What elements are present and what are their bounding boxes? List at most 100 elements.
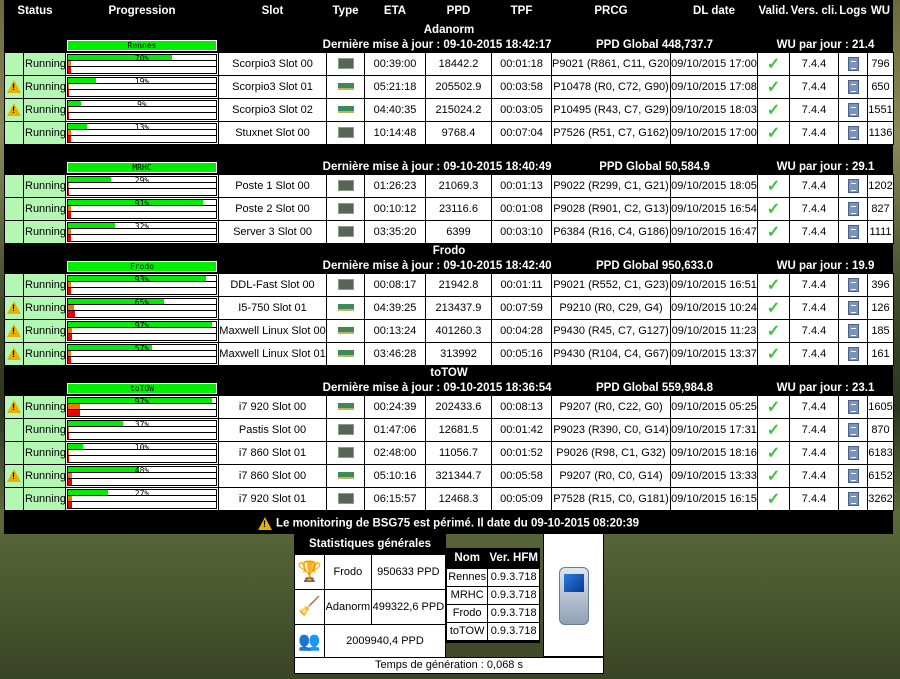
orange-bar bbox=[68, 182, 70, 188]
slot-name: I5-750 Slot 01 bbox=[218, 295, 327, 320]
slot-name: Scorpio3 Slot 00 bbox=[218, 51, 327, 76]
log-file-icon[interactable] bbox=[847, 277, 859, 292]
wu-per-day: WU par jour : 19.9 bbox=[776, 259, 875, 272]
logs-cell[interactable] bbox=[838, 463, 868, 488]
stats-title: Statistiques générales bbox=[308, 537, 432, 550]
dl-date: 09/10/2015 18:16 bbox=[670, 440, 758, 465]
logs-cell[interactable] bbox=[838, 394, 868, 419]
last-update: Dernière mise à jour : 09-10-2015 18:42:… bbox=[322, 259, 552, 272]
logs-cell[interactable] bbox=[838, 120, 868, 145]
log-file-icon[interactable] bbox=[847, 79, 859, 94]
slot-row[interactable]: ! Running 57% Maxwell Linux Slot 01 03:4… bbox=[4, 341, 894, 366]
logs-cell[interactable] bbox=[838, 417, 868, 442]
wu-count: 870 bbox=[867, 417, 894, 442]
valid-cell: ✓ bbox=[757, 173, 790, 198]
log-file-icon[interactable] bbox=[847, 445, 859, 460]
log-file-icon[interactable] bbox=[847, 56, 859, 71]
logs-cell[interactable] bbox=[838, 295, 868, 320]
slot-row[interactable]: ! Running 65% I5-750 Slot 01 04:39:25 21… bbox=[4, 295, 894, 320]
log-file-icon[interactable] bbox=[847, 422, 859, 437]
log-file-icon[interactable] bbox=[847, 468, 859, 483]
progress-percent: 19% bbox=[134, 76, 150, 86]
log-file-icon[interactable] bbox=[847, 102, 859, 117]
prcg: P9207 (R0, C22, G0) bbox=[551, 394, 671, 419]
slot-row[interactable]: Running 32% Server 3 Slot 00 03:35:20 63… bbox=[4, 219, 894, 244]
slot-row[interactable]: ! Running 97% Maxwell Linux Slot 00 00:1… bbox=[4, 318, 894, 343]
slot-row[interactable]: Running 91% Poste 2 Slot 00 00:10:12 231… bbox=[4, 196, 894, 221]
log-file-icon[interactable] bbox=[847, 399, 859, 414]
slot-row[interactable]: ! Running 48% i7 860 Slot 00 05:10:16 32… bbox=[4, 463, 894, 488]
ppd: 12468.3 bbox=[425, 486, 492, 511]
logs-cell[interactable] bbox=[838, 341, 868, 366]
status-text: Running bbox=[23, 173, 66, 198]
logs-cell[interactable] bbox=[838, 196, 868, 221]
progress-bar: 91% bbox=[66, 198, 218, 219]
prcg: P10495 (R43, C7, G29) bbox=[551, 97, 671, 122]
prcg: P9021 (R861, C11, G20) bbox=[551, 51, 671, 76]
logs-cell[interactable] bbox=[838, 97, 868, 122]
slot-row[interactable]: Running 93% DDL-Fast Slot 00 00:08:17 21… bbox=[4, 272, 894, 297]
logs-cell[interactable] bbox=[838, 219, 868, 244]
type-cell bbox=[326, 173, 365, 198]
progress-bar: 10% bbox=[66, 442, 218, 463]
client-version: 7.4.4 bbox=[789, 196, 839, 221]
tpf: 00:01:52 bbox=[491, 440, 552, 465]
logs-cell[interactable] bbox=[838, 51, 868, 76]
slot-row[interactable]: ! Running 19% Scorpio3 Slot 01 05:21:18 … bbox=[4, 74, 894, 99]
logs-cell[interactable] bbox=[838, 486, 868, 511]
progress-percent: 97% bbox=[134, 396, 150, 406]
last-update: Dernière mise à jour : 09-10-2015 18:36:… bbox=[322, 381, 552, 394]
type-cell bbox=[326, 318, 365, 343]
log-file-icon[interactable] bbox=[847, 178, 859, 193]
slot-row[interactable]: ! Running 97% i7 920 Slot 00 00:24:39 20… bbox=[4, 394, 894, 419]
logs-cell[interactable] bbox=[838, 173, 868, 198]
gpu-card-icon bbox=[337, 350, 354, 358]
ppd-global: PPD Global 559,984.8 bbox=[596, 381, 713, 394]
log-file-icon[interactable] bbox=[847, 300, 859, 315]
valid-cell: ✓ bbox=[757, 219, 790, 244]
slot-row[interactable]: Running 27% i7 920 Slot 01 06:15:57 1246… bbox=[4, 486, 894, 511]
log-file-icon[interactable] bbox=[847, 125, 859, 140]
logs-cell[interactable] bbox=[838, 74, 868, 99]
tpf: 00:07:59 bbox=[491, 295, 552, 320]
dl-date: 09/10/2015 16:51 bbox=[670, 272, 758, 297]
group-summary-row: toTOW Dernière mise à jour : 09-10-2015 1… bbox=[5, 381, 894, 395]
tpf: 00:01:11 bbox=[491, 272, 552, 297]
status-icon-cell bbox=[4, 486, 24, 511]
machine-label[interactable]: Rennes bbox=[67, 39, 217, 51]
status-text: Running bbox=[23, 440, 66, 465]
gpu-card-icon bbox=[337, 83, 354, 91]
log-file-icon[interactable] bbox=[847, 346, 859, 361]
slot-row[interactable]: Running 29% Poste 1 Slot 00 01:26:23 210… bbox=[4, 173, 894, 198]
logs-cell[interactable] bbox=[838, 272, 868, 297]
type-cell bbox=[326, 295, 365, 320]
col-version: Vers. cli. bbox=[790, 5, 838, 17]
log-file-icon[interactable] bbox=[847, 224, 859, 239]
slot-row[interactable]: Running 37% Pastis Slot 00 01:47:06 1268… bbox=[4, 417, 894, 442]
ppd: 12681.5 bbox=[425, 417, 492, 442]
slot-row[interactable]: Running 13% Stuxnet Slot 00 10:14:48 976… bbox=[4, 120, 894, 145]
mobile-version-link[interactable] bbox=[543, 533, 604, 657]
log-file-icon[interactable] bbox=[847, 323, 859, 338]
logs-cell[interactable] bbox=[838, 440, 868, 465]
slot-row[interactable]: Running 70% Scorpio3 Slot 00 00:39:00 18… bbox=[4, 51, 894, 76]
slot-row[interactable]: ! Running 9% Scorpio3 Slot 02 04:40:35 2… bbox=[4, 97, 894, 122]
checkmark-icon: ✓ bbox=[766, 276, 781, 294]
orange-bar bbox=[68, 403, 80, 409]
eta: 00:13:24 bbox=[364, 318, 426, 343]
log-file-icon[interactable] bbox=[847, 491, 859, 506]
slot-row[interactable]: Running 10% i7 860 Slot 01 02:48:00 1105… bbox=[4, 440, 894, 465]
progress-bar: 70% bbox=[66, 53, 218, 74]
dl-date: 09/10/2015 05:25 bbox=[670, 394, 758, 419]
machine-label[interactable]: Frodo bbox=[67, 260, 217, 272]
machine-label[interactable]: toTOW bbox=[67, 382, 217, 394]
wu-count: 796 bbox=[867, 51, 894, 76]
logs-cell[interactable] bbox=[838, 318, 868, 343]
status-icon-cell: ! bbox=[4, 463, 24, 488]
group-summary-row: Frodo Dernière mise à jour : 09-10-2015 1… bbox=[5, 259, 894, 273]
log-file-icon[interactable] bbox=[847, 201, 859, 216]
broom-icon: 🧹 bbox=[294, 588, 325, 625]
machine-label[interactable]: MRHC bbox=[67, 161, 217, 173]
red-bar bbox=[68, 135, 71, 142]
warning-icon: ! bbox=[7, 80, 21, 93]
